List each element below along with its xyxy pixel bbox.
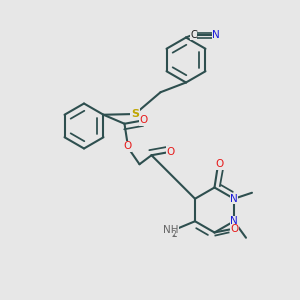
Text: N: N <box>212 30 220 40</box>
Text: NH: NH <box>163 225 178 235</box>
Text: O: O <box>167 147 175 157</box>
Text: O: O <box>140 116 148 125</box>
Text: O: O <box>230 224 239 235</box>
Text: O: O <box>215 159 223 169</box>
Text: 2: 2 <box>172 230 176 239</box>
Text: S: S <box>131 109 139 119</box>
Text: NH: NH <box>163 225 179 235</box>
Text: O: O <box>123 141 132 151</box>
Text: O: O <box>230 224 239 235</box>
Text: N: N <box>212 30 220 40</box>
Text: N: N <box>230 194 238 204</box>
Text: O: O <box>123 141 132 151</box>
Text: O: O <box>167 147 175 157</box>
Text: C: C <box>190 29 197 40</box>
Text: C: C <box>190 29 197 40</box>
Text: S: S <box>131 109 139 119</box>
Text: O: O <box>140 116 148 125</box>
Text: N: N <box>230 216 238 226</box>
Text: N: N <box>230 194 238 204</box>
Text: 2: 2 <box>172 230 177 239</box>
Text: N: N <box>230 216 238 226</box>
Text: O: O <box>215 159 223 169</box>
